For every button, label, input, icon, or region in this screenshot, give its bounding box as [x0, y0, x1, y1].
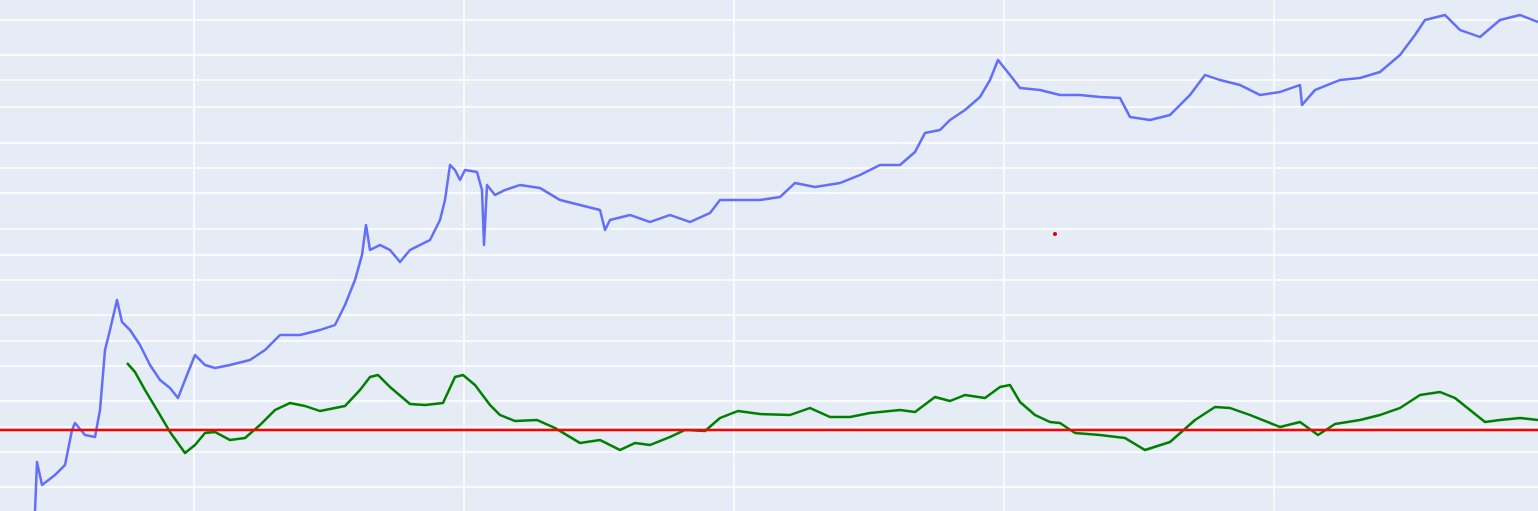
series-line: [33, 13, 1538, 511]
series-line: [126, 362, 1538, 455]
point: [1053, 232, 1057, 236]
